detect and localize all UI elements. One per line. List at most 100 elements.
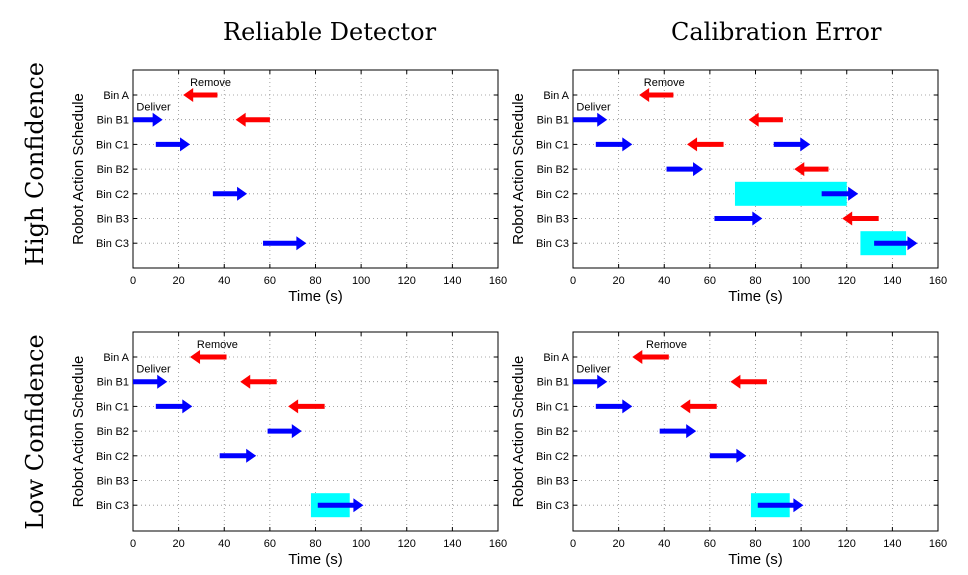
deliver-arrow: [709, 448, 747, 463]
y-tick-label: Bin C3: [536, 238, 569, 250]
remove-arrow: [680, 399, 717, 414]
deliver-arrow: [133, 374, 168, 389]
remove-arrow: [842, 211, 879, 226]
y-tick-label: Bin A: [103, 90, 129, 102]
deliver-arrow: [773, 137, 811, 152]
x-tick-label: 20: [613, 275, 625, 287]
annotation-remove: Remove: [644, 77, 685, 89]
y-axis-label: Robot Action Schedule: [510, 356, 527, 508]
remove-arrow: [190, 350, 227, 364]
y-tick-label: Bin C3: [96, 238, 129, 250]
column-title-reliable-detector: Reliable Detector: [223, 18, 437, 46]
y-axis-label: Robot Action Schedule: [70, 356, 87, 508]
deliver-arrow: [573, 112, 608, 127]
x-axis-label: Time (s): [288, 288, 342, 305]
remove-arrow: [235, 112, 270, 127]
y-axis-label: Robot Action Schedule: [510, 93, 527, 245]
y-tick-label: Bin B3: [97, 476, 129, 488]
x-tick-label: 60: [704, 275, 716, 287]
y-axis-label: Robot Action Schedule: [70, 93, 87, 245]
y-tick-label: Bin A: [103, 352, 129, 364]
y-tick-label: Bin B2: [97, 164, 129, 176]
y-tick-label: Bin B1: [97, 377, 129, 389]
remove-arrow: [632, 350, 669, 364]
x-tick-label: 80: [309, 275, 321, 287]
y-tick-label: Bin B1: [537, 115, 569, 127]
x-tick-label: 120: [838, 275, 856, 287]
annotation-remove: Remove: [197, 339, 238, 351]
x-tick-label: 0: [570, 275, 576, 287]
deliver-arrow: [595, 137, 633, 152]
x-tick-label: 0: [570, 538, 576, 550]
x-tick-label: 140: [883, 538, 901, 550]
chart-panel-3: 0 20 40 60 80 100 120 140 160 Bin A Bin B1 Bin C1 Bi…: [70, 331, 507, 568]
deliver-arrow: [317, 498, 364, 513]
x-axis-label: Time (s): [728, 288, 782, 305]
x-tick-label: 0: [130, 538, 136, 550]
y-tick-label: Bin C1: [96, 139, 129, 151]
annotation-remove: Remove: [190, 77, 231, 89]
x-tick-label: 100: [352, 538, 370, 550]
y-tick-label: Bin B1: [97, 115, 129, 127]
y-tick-label: Bin A: [543, 352, 569, 364]
x-tick-label: 120: [838, 538, 856, 550]
x-tick-label: 40: [218, 538, 230, 550]
x-tick-label: 80: [749, 538, 761, 550]
remove-arrow: [794, 162, 829, 177]
x-tick-label: 160: [489, 538, 507, 550]
x-tick-label: 140: [883, 275, 901, 287]
x-tick-label: 160: [929, 538, 947, 550]
deliver-arrow: [263, 236, 307, 251]
x-tick-label: 40: [658, 538, 670, 550]
x-tick-label: 120: [398, 275, 416, 287]
y-tick-label: Bin C2: [96, 451, 129, 463]
deliver-arrow: [757, 498, 804, 513]
x-tick-label: 20: [173, 275, 185, 287]
y-tick-label: Bin C1: [536, 401, 569, 413]
y-tick-label: Bin C2: [96, 189, 129, 201]
annotation-remove: Remove: [646, 339, 687, 351]
deliver-arrow: [595, 399, 633, 414]
y-tick-label: Bin B3: [537, 476, 569, 488]
column-title-calibration-error: Calibration Error: [671, 18, 882, 46]
y-tick-label: Bin B2: [97, 426, 129, 438]
deliver-arrow: [155, 137, 191, 152]
annotation-deliver: Deliver: [136, 364, 171, 376]
y-tick-label: Bin B3: [97, 214, 129, 226]
deliver-arrow: [155, 399, 193, 414]
x-tick-label: 100: [352, 275, 370, 287]
x-tick-label: 100: [792, 275, 810, 287]
annotation-deliver: Deliver: [576, 364, 611, 376]
x-tick-label: 140: [443, 275, 461, 287]
x-tick-label: 80: [749, 275, 761, 287]
x-tick-label: 140: [443, 538, 461, 550]
chart-panel-1: 0 20 40 60 80 100 120 140 160 Bin A Bin B1 Bin C1 Bi…: [70, 69, 507, 305]
annotation-deliver: Deliver: [136, 102, 171, 114]
y-tick-label: Bin B2: [537, 164, 569, 176]
x-tick-label: 100: [792, 538, 810, 550]
x-axis-label: Time (s): [728, 551, 782, 568]
y-tick-label: Bin C1: [536, 139, 569, 151]
y-tick-label: Bin B2: [537, 426, 569, 438]
deliver-arrow: [212, 186, 248, 201]
y-tick-label: Bin B3: [537, 214, 569, 226]
deliver-arrow: [133, 112, 163, 127]
remove-arrow: [748, 112, 783, 127]
deliver-arrow: [666, 162, 704, 177]
chart-panel-2: 0 20 40 60 80 100 120 140 160 Bin A Bin B1 Bin C1 Bi…: [510, 69, 947, 305]
y-tick-label: Bin C3: [96, 500, 129, 512]
y-tick-label: Bin C2: [536, 451, 569, 463]
remove-arrow: [288, 399, 325, 414]
y-tick-label: Bin C1: [96, 401, 129, 413]
y-tick-label: Bin A: [543, 90, 569, 102]
x-tick-label: 80: [309, 538, 321, 550]
x-tick-label: 20: [173, 538, 185, 550]
deliver-arrow: [267, 424, 302, 439]
deliver-arrow: [714, 211, 763, 226]
deliver-arrow: [874, 236, 918, 251]
annotation-deliver: Deliver: [576, 102, 611, 114]
y-tick-label: Bin B1: [537, 377, 569, 389]
x-tick-label: 60: [264, 275, 276, 287]
remove-arrow: [687, 137, 724, 152]
